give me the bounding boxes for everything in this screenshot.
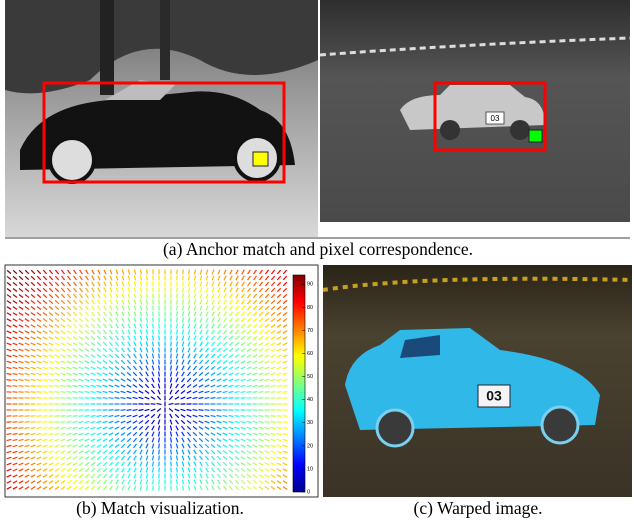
arrows: [6, 269, 288, 491]
colorbar-tick-label: 80: [307, 305, 313, 311]
caption-b: (b) Match visualization.: [76, 498, 244, 518]
colorbar-tick-label: 30: [307, 420, 313, 426]
photo-right: 03: [319, 0, 631, 222]
plate-text: 03: [491, 114, 500, 123]
colorbar-tick-label: 60: [307, 351, 313, 357]
colorbar-tick-label: 90: [307, 282, 313, 288]
plate-text: 03: [486, 388, 502, 404]
photo-warped: 03: [322, 265, 633, 497]
colorbar: 0 10 20 30 40 50 60 70 80 90: [292, 274, 313, 495]
caption-a: (a) Anchor match and pixel correspondenc…: [163, 239, 473, 259]
match-visualization: [4, 264, 319, 498]
caption-c: (c) Warped image.: [414, 498, 543, 518]
colorbar-tick-label: 40: [307, 397, 313, 403]
colorbar-tick-label: 50: [307, 374, 313, 380]
photo-left: [5, 0, 318, 237]
colorbar-tick-label: 70: [307, 328, 313, 334]
colorbar-tick-label: 10: [307, 466, 313, 472]
colorbar-tick-label: 20: [307, 443, 313, 449]
colorbar-tick-label: 0: [307, 489, 310, 495]
